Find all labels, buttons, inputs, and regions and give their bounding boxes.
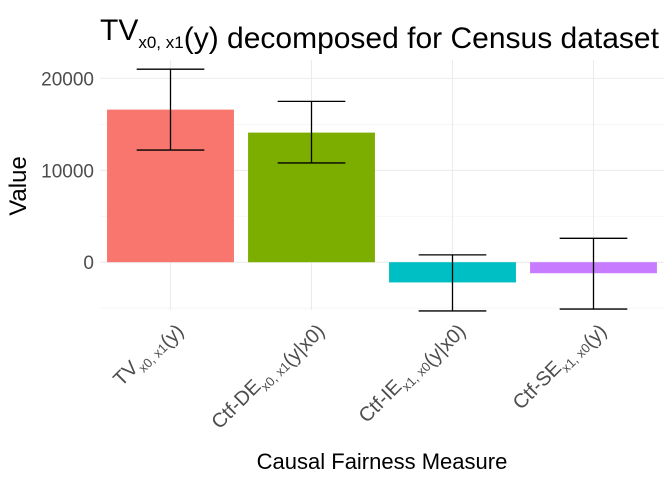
y-tick-label: 0 [83, 253, 94, 274]
error-bar [277, 100, 346, 164]
x-axis-title: Causal Fairness Measure [257, 449, 508, 474]
error-bar [136, 68, 205, 151]
x-tick-label: Ctf-SEx1, x0(y) [509, 316, 611, 418]
y-axis-title: Value [5, 156, 32, 216]
error-bar [418, 254, 487, 312]
chart-title: TVx0, x1(y) decomposed for Census datase… [100, 14, 660, 55]
y-tick-label: 20000 [41, 69, 94, 90]
error-bar [559, 237, 628, 310]
y-tick-labels: 0 10000 20000 [41, 69, 94, 274]
bars [107, 109, 657, 283]
error-bars [136, 68, 628, 312]
x-tick-labels: TVx0, x1(y)Ctf-DEx0, x1(y|x0)Ctf-IEx1, x… [109, 316, 611, 438]
x-tick-label: Ctf-DEx0, x1(y|x0) [207, 316, 329, 438]
x-tick-label: Ctf-IEx1, x0(y|x0) [355, 316, 471, 432]
y-tick-label: 10000 [41, 161, 94, 182]
x-tick-label: TVx0, x1(y) [109, 316, 188, 395]
